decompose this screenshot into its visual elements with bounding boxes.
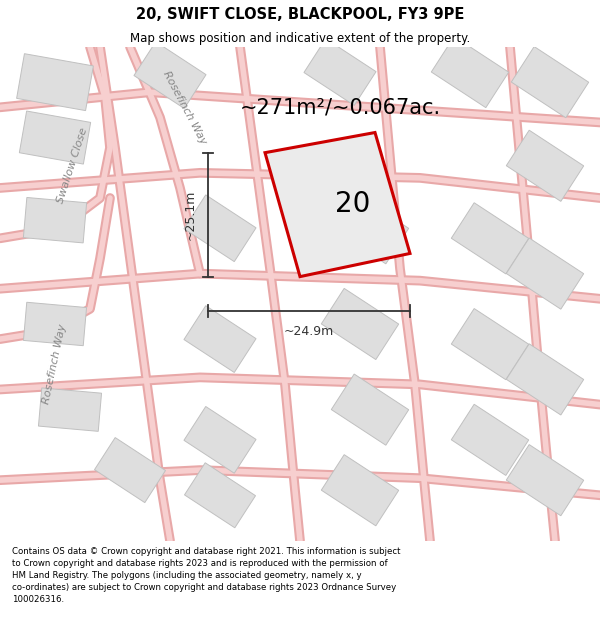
- Bar: [506, 238, 584, 309]
- Bar: [184, 462, 256, 528]
- Text: Rosefinch Way: Rosefinch Way: [41, 323, 68, 405]
- Bar: [134, 42, 206, 109]
- Polygon shape: [265, 132, 410, 277]
- Bar: [184, 406, 256, 473]
- Bar: [23, 302, 86, 346]
- Text: ~25.1m: ~25.1m: [184, 189, 197, 240]
- Bar: [506, 344, 584, 415]
- Bar: [506, 444, 584, 516]
- Text: ~271m²/~0.067ac.: ~271m²/~0.067ac.: [239, 98, 440, 118]
- Bar: [451, 404, 529, 476]
- Bar: [94, 438, 166, 503]
- Bar: [17, 54, 94, 111]
- Bar: [331, 374, 409, 445]
- Text: Swallow Close: Swallow Close: [55, 127, 89, 205]
- Text: 20, SWIFT CLOSE, BLACKPOOL, FY3 9PE: 20, SWIFT CLOSE, BLACKPOOL, FY3 9PE: [136, 6, 464, 21]
- Bar: [506, 130, 584, 201]
- Bar: [184, 195, 256, 262]
- Text: 20: 20: [335, 190, 370, 218]
- Text: Rosefinch Way: Rosefinch Way: [161, 69, 209, 146]
- Bar: [511, 46, 589, 118]
- Bar: [451, 309, 529, 380]
- Bar: [304, 39, 376, 106]
- Bar: [19, 111, 91, 164]
- Bar: [431, 36, 509, 108]
- Bar: [322, 288, 398, 359]
- Text: ~24.9m: ~24.9m: [284, 324, 334, 338]
- Text: Map shows position and indicative extent of the property.: Map shows position and indicative extent…: [130, 32, 470, 45]
- Bar: [38, 388, 101, 431]
- Text: Contains OS data © Crown copyright and database right 2021. This information is : Contains OS data © Crown copyright and d…: [12, 548, 401, 604]
- Bar: [331, 192, 409, 264]
- Bar: [23, 198, 86, 243]
- Bar: [184, 306, 256, 372]
- Bar: [451, 202, 529, 274]
- Bar: [322, 454, 398, 526]
